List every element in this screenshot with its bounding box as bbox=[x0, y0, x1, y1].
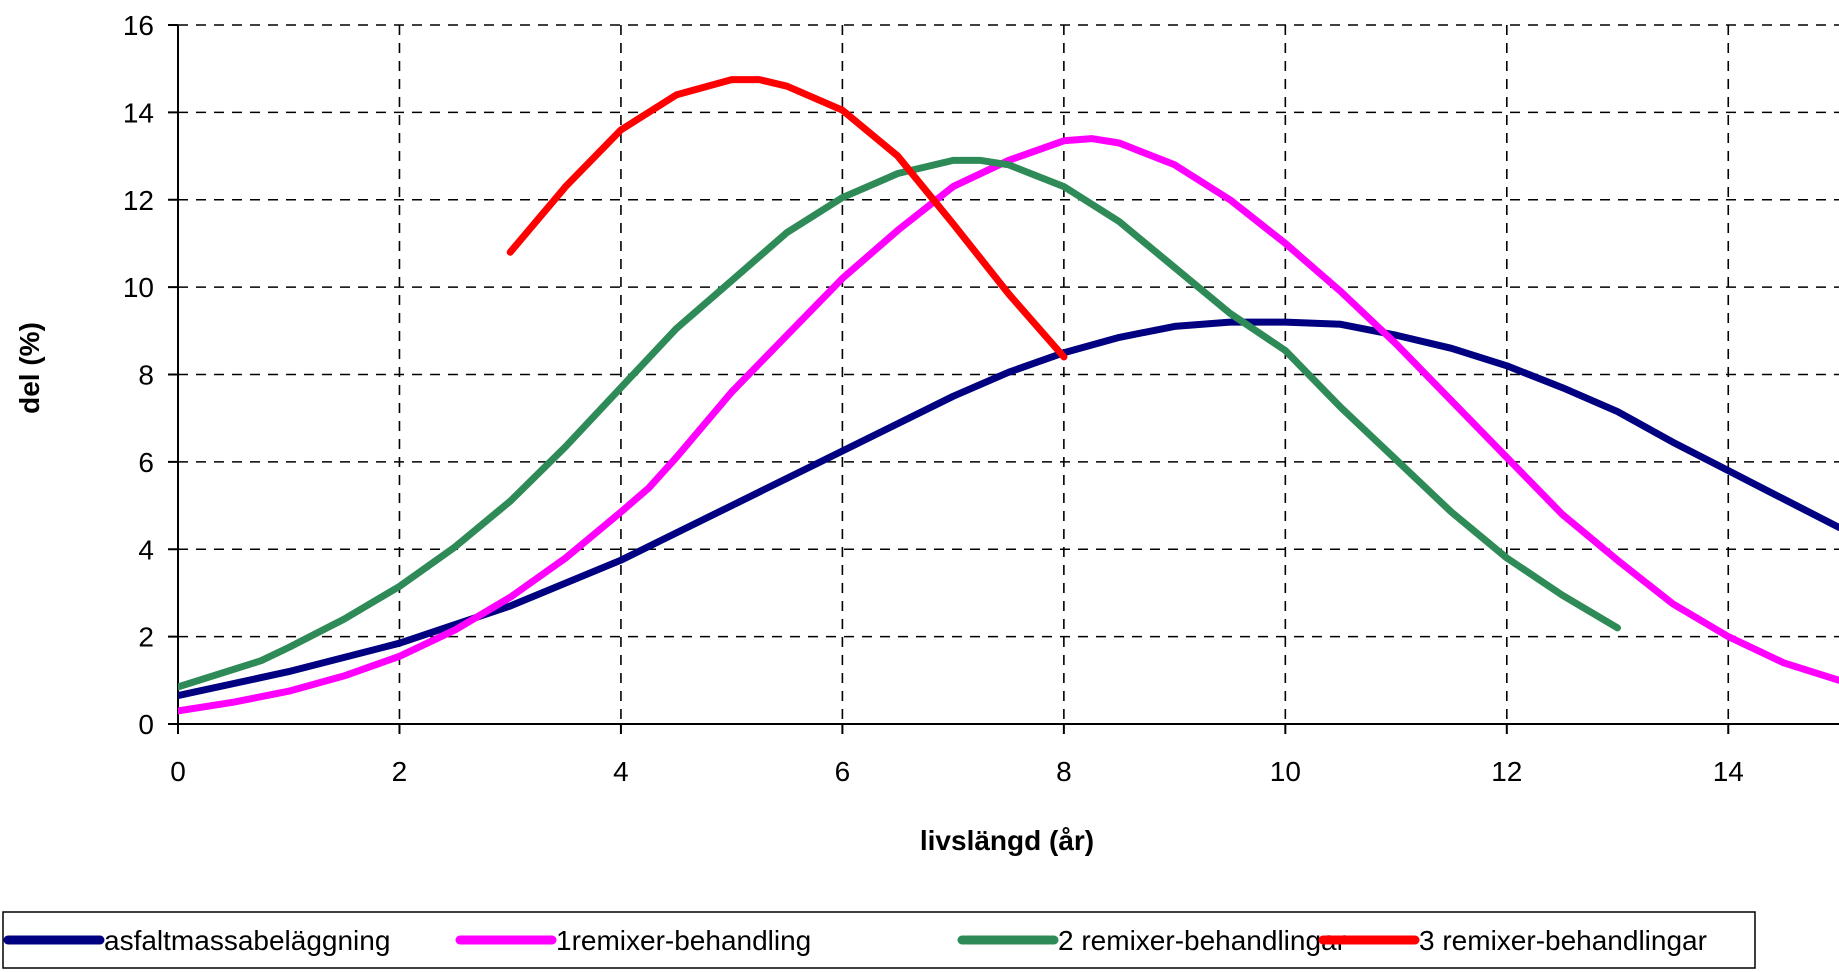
x-tick-label: 12 bbox=[1491, 756, 1522, 787]
x-tick-label: 10 bbox=[1270, 756, 1301, 787]
y-tick-label: 12 bbox=[123, 185, 154, 216]
series-lines bbox=[178, 76, 1839, 715]
x-tick-label: 14 bbox=[1713, 756, 1744, 787]
y-tick-label: 2 bbox=[138, 622, 154, 653]
legend-box bbox=[2, 911, 1756, 969]
x-tick-label: 0 bbox=[170, 756, 186, 787]
series-line-1 bbox=[178, 318, 1839, 700]
series-line-4 bbox=[506, 76, 1068, 361]
legend-label-4: 3 remixer-behandlingar bbox=[1419, 925, 1707, 956]
series-line-3 bbox=[178, 156, 1621, 691]
legend-label-3: 2 remixer-behandlingar bbox=[1058, 925, 1346, 956]
legend-label-2: 1remixer-behandling bbox=[556, 925, 811, 956]
x-tick-label: 8 bbox=[1056, 756, 1072, 787]
axes: 0 2 4 6 8 10 12 14 16 0 2 4 6 8 10 12 14 bbox=[123, 10, 1839, 787]
legend-label-1: asfaltmassabeläggning bbox=[104, 925, 390, 956]
legend: asfaltmassabeläggning 1remixer-behandling… bbox=[2, 911, 1756, 969]
y-tick-label: 4 bbox=[138, 534, 154, 565]
y-tick-label: 14 bbox=[123, 97, 154, 128]
y-tick-label: 6 bbox=[138, 447, 154, 478]
y-axis-title: del (%) bbox=[14, 322, 45, 414]
x-tick-label: 6 bbox=[835, 756, 851, 787]
y-tick-label: 16 bbox=[123, 10, 154, 41]
series-line-2 bbox=[178, 135, 1839, 715]
x-tick-label: 2 bbox=[392, 756, 408, 787]
x-tick-label: 4 bbox=[613, 756, 629, 787]
y-tick-label: 8 bbox=[138, 360, 154, 391]
y-tick-label: 0 bbox=[138, 709, 154, 740]
x-axis-title: livslängd (år) bbox=[920, 825, 1094, 856]
y-tick-label: 10 bbox=[123, 272, 154, 303]
